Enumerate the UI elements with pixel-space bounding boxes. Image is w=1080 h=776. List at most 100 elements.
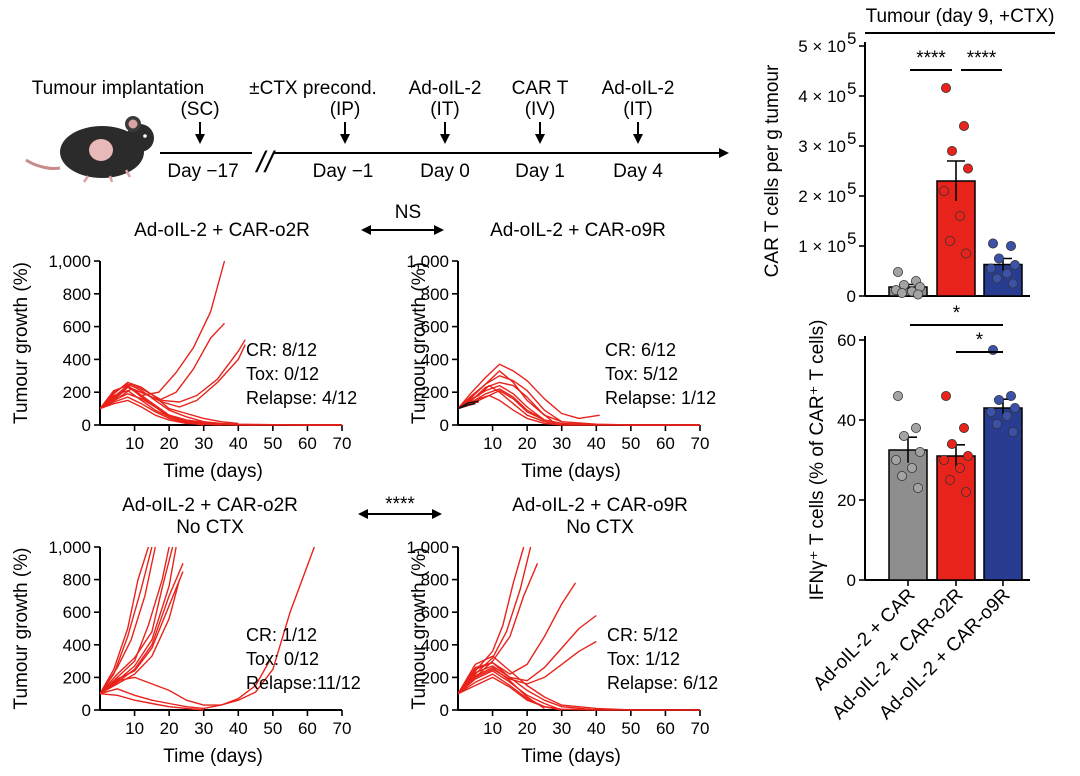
series-line <box>100 563 184 695</box>
data-point <box>1002 268 1013 279</box>
x-tick-label: 50 <box>263 434 282 453</box>
data-point <box>913 289 924 300</box>
x-tick-label: 30 <box>552 434 571 453</box>
bar <box>936 455 976 581</box>
series-line <box>100 693 204 711</box>
y-tick-label: 200 <box>421 668 449 687</box>
x-tick-label: 20 <box>518 719 537 738</box>
timeline: // Tumour implantation (SC) Day −17 ±CTX… <box>32 78 729 182</box>
panel-o2r-ctx: Ad-oIL-2 + CAR-o2R 0 200 400 600 800 1,000 10 20… <box>11 220 357 482</box>
series-line <box>100 339 246 410</box>
y-tick-label: 40 <box>837 411 856 430</box>
data-point <box>994 253 1005 264</box>
y-tick-label: 600 <box>63 318 91 337</box>
y-tick-label: 800 <box>421 571 449 590</box>
event-label-ctx: ±CTX precond. <box>249 78 377 99</box>
event-label-cart: CAR T <box>512 78 569 99</box>
data-point <box>1008 278 1019 289</box>
y-tick-label: 1 × 10 <box>798 237 846 256</box>
event-day-adoil2-2: Day 4 <box>613 161 663 182</box>
series-line <box>458 375 563 423</box>
x-tick-label: 10 <box>483 719 502 738</box>
y-tick-label: 800 <box>63 285 91 304</box>
y-tick-label: 1,000 <box>406 252 449 271</box>
data-point <box>893 266 904 277</box>
tumour-site <box>89 139 113 161</box>
comparison-top: NS <box>361 202 444 235</box>
series-line <box>100 546 156 695</box>
x-tick-label: 40 <box>587 719 606 738</box>
y-tick-label: 600 <box>421 318 449 337</box>
y-tick-label: 20 <box>837 491 856 510</box>
stat-label: CR: 6/12 <box>605 340 676 360</box>
series-line <box>100 396 204 426</box>
event-route-cart: (IV) <box>525 99 556 120</box>
x-tick-label: 40 <box>229 434 248 453</box>
data-point <box>1006 390 1017 401</box>
series-line <box>458 582 577 695</box>
x-tick-label: 70 <box>691 434 710 453</box>
event-day-implantation: Day −17 <box>167 161 238 182</box>
stat-label: Tox: 0/12 <box>246 649 319 669</box>
y-tick-label: 600 <box>63 603 91 622</box>
timeline-break: // <box>255 146 276 179</box>
stat-label: CR: 8/12 <box>246 340 317 360</box>
y-tick-label: 60 <box>837 331 856 350</box>
x-axis-label: Time (days) <box>163 461 263 482</box>
event-route-ctx: (IP) <box>330 99 361 120</box>
x-tick-label: 50 <box>263 719 282 738</box>
series-line <box>458 363 600 420</box>
data-point <box>939 454 950 465</box>
event-label-implantation: Tumour implantation <box>32 78 204 99</box>
data-point <box>988 344 999 355</box>
significance-label: **** <box>967 48 997 69</box>
data-point <box>959 422 970 433</box>
x-axis-label: Time (days) <box>521 746 621 767</box>
series-group <box>458 363 700 426</box>
data-point <box>893 390 904 401</box>
data-point <box>992 418 1003 429</box>
y-tick-exponent: 5 <box>847 179 856 198</box>
y-tick-label: 0 <box>847 287 856 306</box>
data-point <box>1010 402 1021 413</box>
series-line <box>458 670 562 711</box>
x-tick-label: 70 <box>333 434 352 453</box>
bar-chart-title: Tumour (day 9, +CTX) <box>866 6 1055 27</box>
y-axis-label: Tumour growth (%) <box>11 548 32 710</box>
data-point <box>994 394 1005 405</box>
y-tick-label: 1,000 <box>48 252 91 271</box>
significance-label: * <box>976 330 984 351</box>
panel-car-counts: Tumour (day 9, +CTX)01 × 10 52 × 10 53 × 1… <box>762 6 1055 306</box>
series-group <box>458 546 700 711</box>
event-day-ctx: Day −1 <box>313 161 374 182</box>
series-line <box>100 546 315 706</box>
y-axis-label: Tumour growth (%) <box>409 548 430 710</box>
data-point <box>939 185 950 196</box>
series-line <box>458 666 545 709</box>
panel-title: Ad-oIL-2 + CAR-o9R <box>512 495 688 516</box>
panel-subtitle: No CTX <box>566 517 634 538</box>
stat-label: Relapse: 1/12 <box>605 388 716 408</box>
x-axis-label: Time (days) <box>163 746 263 767</box>
y-tick-label: 0 <box>440 701 449 720</box>
y-tick-exponent: 5 <box>847 79 856 98</box>
data-point <box>961 486 972 497</box>
x-tick-label: 30 <box>194 434 213 453</box>
event-day-cart: Day 1 <box>515 161 565 182</box>
x-tick-label: 10 <box>125 434 144 453</box>
data-point <box>941 390 952 401</box>
mouse-eye <box>143 134 147 138</box>
series-line <box>458 640 597 695</box>
y-tick-label: 1,000 <box>48 538 91 557</box>
y-tick-label: 800 <box>63 571 91 590</box>
comparison-top-label: NS <box>395 202 421 223</box>
y-tick-label: 200 <box>63 383 91 402</box>
series-line <box>100 399 342 426</box>
stat-label: CR: 1/12 <box>246 625 317 645</box>
significance-label: * <box>953 303 961 324</box>
x-tick-label: 40 <box>229 719 248 738</box>
bar <box>983 407 1023 581</box>
x-tick-label: 30 <box>552 719 571 738</box>
panel-title: Ad-oIL-2 + CAR-o2R <box>134 220 310 241</box>
